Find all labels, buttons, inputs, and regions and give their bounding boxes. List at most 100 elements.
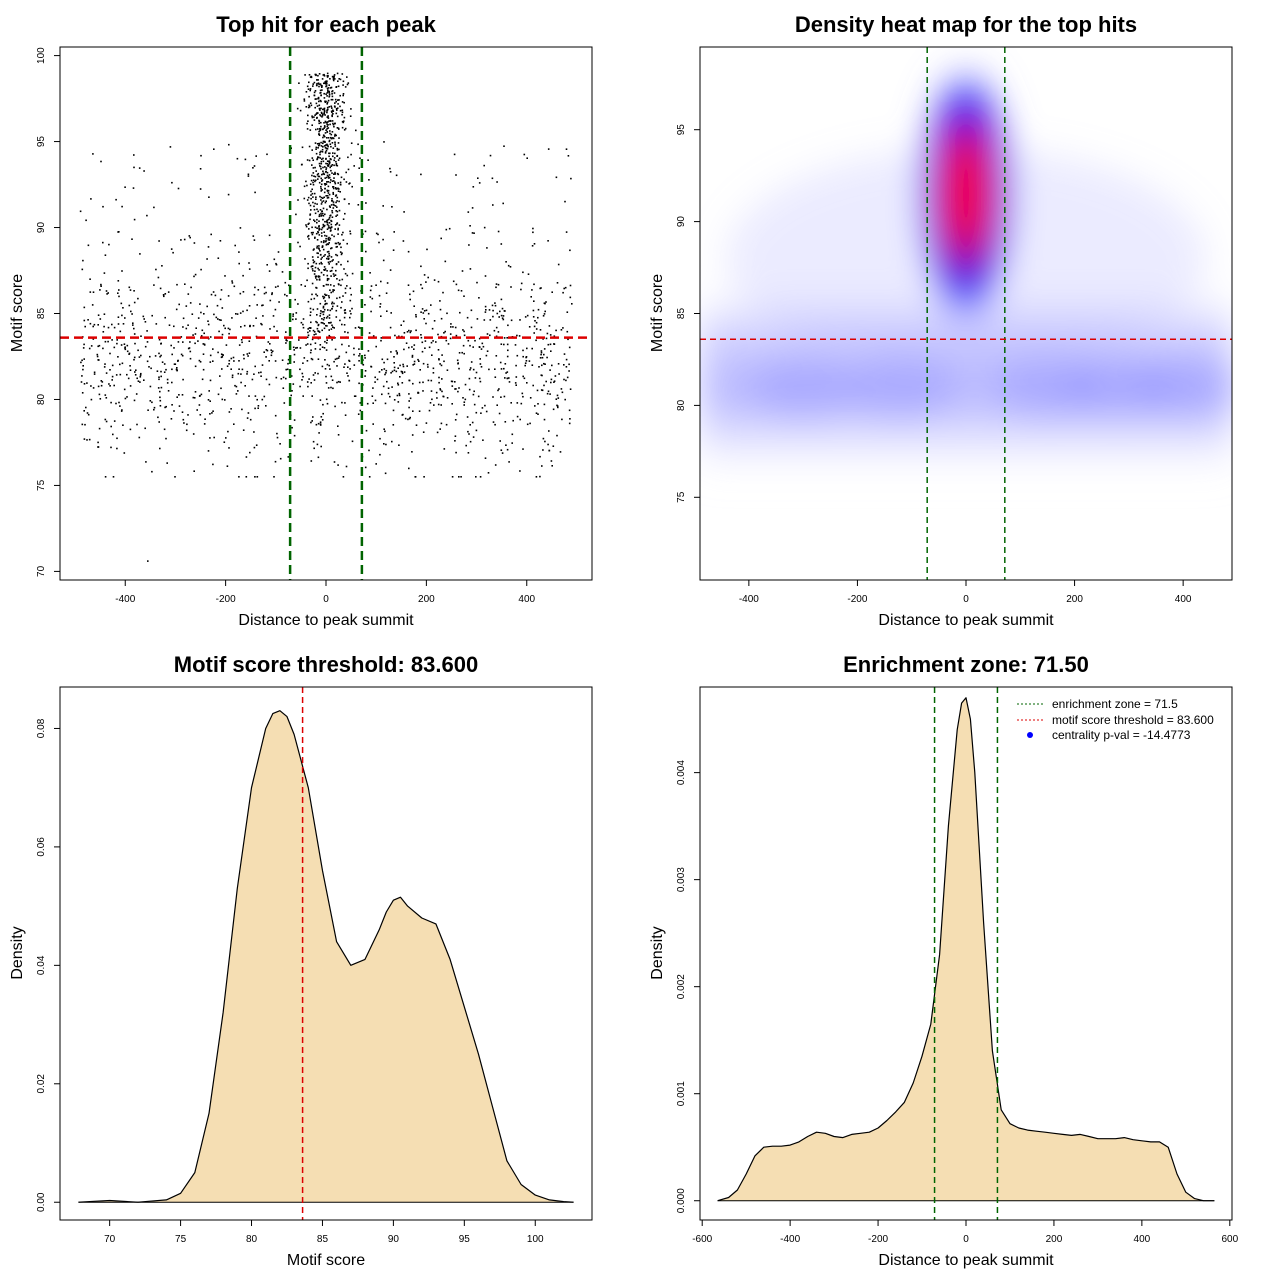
scatter-point — [117, 292, 119, 294]
scatter-point — [478, 337, 481, 340]
scatter-point — [389, 395, 391, 398]
scatter-point — [349, 299, 352, 302]
scatter-point — [249, 325, 251, 328]
scatter-point — [316, 82, 318, 85]
scatter-point — [318, 213, 321, 216]
scatter-point — [97, 385, 100, 388]
scatter-point — [309, 129, 312, 131]
y-tick-label: 90 — [36, 222, 47, 234]
scatter-point — [331, 301, 334, 304]
scatter-point — [329, 214, 332, 217]
scatter-point — [332, 289, 334, 291]
scatter-point — [228, 447, 230, 449]
scatter-point — [327, 283, 329, 286]
scatter-point — [193, 397, 196, 399]
scatter-point — [531, 364, 534, 366]
scatter-point — [319, 99, 322, 102]
scatter-point — [121, 362, 124, 365]
scatter-point — [423, 476, 425, 478]
scatter-point — [332, 137, 335, 140]
scatter-point — [318, 133, 320, 135]
scatter-point — [516, 415, 519, 418]
scatter-point — [187, 324, 189, 326]
scatter-point — [428, 346, 431, 349]
scatter-point — [102, 331, 105, 333]
scatter-point — [320, 232, 323, 234]
scatter-point — [144, 427, 146, 430]
scatter-point — [124, 317, 126, 319]
scatter-point — [350, 108, 352, 110]
scatter-point — [240, 339, 243, 341]
scatter-point — [341, 109, 344, 112]
scatter-point — [193, 275, 195, 278]
scatter-point — [326, 270, 328, 272]
scatter-point — [119, 373, 122, 376]
scatter-point — [200, 268, 202, 271]
scatter-point — [309, 314, 312, 317]
scatter-point — [334, 171, 336, 174]
scatter-point — [167, 291, 170, 293]
scatter-point — [406, 331, 409, 333]
scatter-point — [325, 162, 327, 165]
heatmap-x-axis-label: Distance to peak summit — [878, 612, 1054, 629]
scatter-point — [341, 111, 344, 114]
scatter-point — [325, 157, 327, 160]
scatter-point — [330, 229, 332, 232]
scatter-point — [143, 318, 145, 320]
scatter-point — [201, 329, 204, 332]
scatter-point — [316, 278, 318, 281]
scatter-point — [189, 357, 192, 360]
scatter-point — [330, 105, 332, 108]
scatter-point — [537, 308, 540, 311]
scatter-point — [276, 432, 278, 435]
scatter-point — [111, 339, 113, 341]
scatter-point — [136, 377, 138, 380]
scatter-point — [254, 365, 256, 368]
scatter-point — [327, 87, 330, 89]
scatter-point — [338, 148, 340, 151]
scatter-point — [208, 196, 210, 198]
scatter-point — [350, 312, 352, 315]
scatter-point — [324, 81, 326, 83]
scatter-point — [402, 363, 404, 366]
scatter-point — [535, 339, 537, 342]
scatter-point — [327, 117, 330, 119]
scatter-point — [325, 121, 327, 124]
scatter-point — [332, 305, 334, 308]
scatter-point — [566, 311, 569, 313]
scatter-point — [317, 422, 320, 425]
scatter-point — [273, 476, 275, 478]
scatter-point — [329, 161, 331, 164]
scatter-point — [319, 209, 322, 211]
scatter-point — [111, 364, 114, 367]
scatter-point — [404, 417, 407, 420]
scatter-point — [328, 152, 330, 155]
scatter-point — [307, 385, 309, 388]
scatter-point — [359, 353, 361, 355]
scatter-point — [331, 247, 333, 249]
scatter-point — [322, 215, 325, 217]
scatter-point — [340, 246, 342, 249]
scatter-point — [395, 370, 398, 373]
x-tick-label: 85 — [317, 1234, 329, 1245]
y-tick-label: 70 — [36, 565, 47, 577]
scatter-point — [540, 389, 543, 391]
scatter-point — [207, 399, 210, 401]
scatter-point — [129, 385, 132, 387]
scatter-point — [344, 331, 346, 333]
scatter-point — [323, 110, 326, 113]
scatter-point — [329, 152, 331, 155]
scatter-point — [326, 243, 329, 245]
scatter-point — [199, 303, 201, 305]
scatter-point — [543, 384, 545, 387]
scatter-point — [323, 311, 325, 313]
scatter-point — [318, 73, 321, 75]
scatter-point — [161, 265, 163, 267]
scatter-point — [327, 99, 330, 102]
scatter-point — [81, 423, 84, 426]
scatter-point — [506, 448, 509, 451]
scatter-point — [328, 106, 331, 108]
scatter-point — [171, 368, 173, 371]
scatter-point — [556, 394, 559, 397]
